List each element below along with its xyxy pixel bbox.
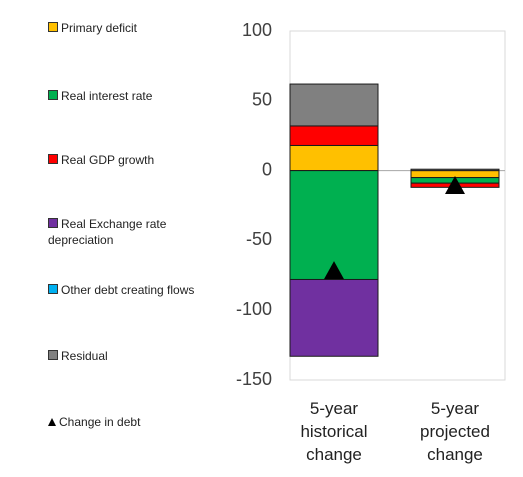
legend-swatch [48, 154, 58, 164]
legend-entry: Residual [48, 348, 198, 364]
legend-swatch [48, 418, 56, 426]
y-tick-label: 100 [242, 20, 272, 40]
legend-entry: Real GDP growth [48, 152, 198, 168]
marker [445, 175, 465, 194]
legend-entry: Real Exchange rate depreciation [48, 216, 198, 248]
bar-segment [289, 125, 379, 146]
y-tick-label: 50 [252, 90, 272, 110]
legend-label: Primary deficit [61, 21, 138, 35]
legend-label: Other debt creating flows [61, 283, 195, 297]
legend-label: Real Exchange rate depreciation [48, 217, 167, 247]
legend-label: Real interest rate [61, 89, 153, 103]
legend-label: Real GDP growth [61, 153, 155, 167]
x-tick-label: 5-year projected change [420, 399, 490, 464]
legend-swatch [48, 22, 58, 32]
y-tick-label: 0 [262, 159, 272, 179]
bar-segment [289, 144, 379, 172]
y-tick-label: -100 [236, 299, 272, 319]
y-tick-label: -50 [246, 229, 272, 249]
marker [324, 261, 344, 280]
legend-swatch [48, 90, 58, 100]
legend-swatch [48, 284, 58, 294]
legend-swatch [48, 218, 58, 228]
bar-segment [289, 83, 379, 127]
legend-entry: Primary deficit [48, 20, 198, 36]
legend-entry: Other debt creating flows [48, 282, 198, 298]
legend-swatch [48, 350, 58, 360]
bar-segment [410, 168, 500, 172]
y-tick-label: -150 [236, 369, 272, 389]
bar-segment [289, 278, 379, 357]
legend-label: Residual [61, 349, 108, 363]
legend-entry: Real interest rate [48, 88, 198, 104]
legend-entry: Change in debt [48, 414, 198, 430]
x-tick-label: 5-year historical change [300, 399, 368, 464]
legend-label: Change in debt [59, 415, 141, 429]
